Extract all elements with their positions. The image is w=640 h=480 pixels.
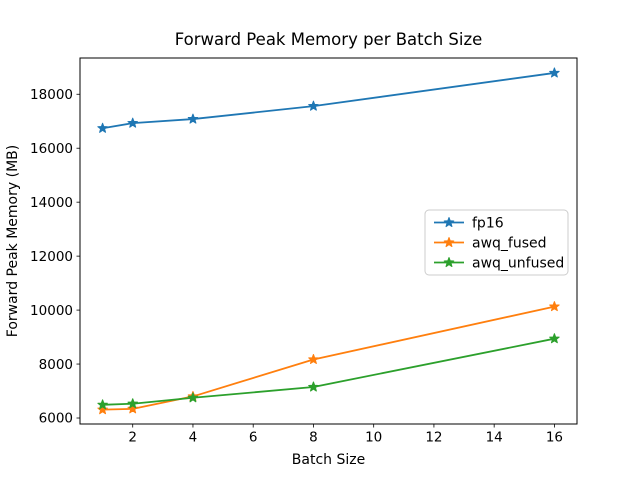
series-line-awq_fused [101, 305, 556, 411]
series-marker-fp16 [187, 113, 199, 124]
series-marker-fp16 [127, 117, 138, 128]
y-tick-label: 14000 [30, 195, 73, 211]
data-series [97, 67, 560, 415]
series-marker-awq_fused [308, 353, 319, 365]
series-line-awq_unfused [101, 337, 556, 406]
series-marker-awq_unfused [308, 381, 319, 392]
series-marker-awq_fused [97, 404, 108, 415]
y-tick-label: 8000 [39, 357, 73, 373]
x-axis-label: Batch Size [292, 452, 365, 468]
axes-frame [79, 57, 578, 425]
x-tick-label: 10 [365, 430, 382, 446]
y-tick-label: 18000 [30, 87, 73, 103]
series-marker-fp16 [549, 67, 560, 78]
series-marker-awq_fused [127, 403, 138, 414]
x-tick-label: 14 [486, 430, 503, 446]
legend-sample-marker-fp16 [443, 217, 455, 228]
legend-box [424, 209, 569, 276]
series-marker-awq_unfused [127, 398, 138, 409]
axis-ticks: 2 4 6 8 10 12 14 16 6000 8000 10000 12000 14000 16000… [30, 87, 563, 446]
legend-label-fp16: fp16 [472, 216, 504, 232]
x-tick-label: 12 [425, 430, 442, 446]
x-tick-label: 2 [128, 430, 137, 446]
y-axis-label: Forward Peak Memory (MB) [5, 145, 21, 337]
legend: fp16 awq_fused awq_unfused [424, 209, 569, 276]
x-tick-label: 6 [249, 430, 258, 446]
y-tick-label: 6000 [39, 411, 73, 427]
series-marker-awq_unfused [187, 392, 199, 403]
y-tick-label: 12000 [30, 249, 73, 265]
series-marker-fp16 [97, 122, 108, 133]
series-marker-awq_unfused [97, 399, 108, 410]
y-tick-label: 16000 [30, 141, 73, 157]
legend-label-awq_unfused: awq_unfused [472, 256, 564, 272]
legend-sample-marker-awq_fused [443, 237, 455, 248]
y-tick-label: 10000 [30, 303, 73, 319]
x-tick-label: 8 [309, 430, 318, 446]
series-marker-awq_unfused [549, 333, 560, 344]
chart-title: Forward Peak Memory per Batch Size [175, 30, 483, 49]
legend-label-awq_fused: awq_fused [472, 236, 547, 252]
x-tick-label: 4 [189, 430, 198, 446]
series-marker-awq_fused [549, 301, 560, 312]
legend-sample-marker-awq_unfused [443, 257, 455, 268]
series-line-fp16 [101, 72, 556, 130]
x-tick-label: 16 [546, 430, 563, 446]
series-marker-fp16 [308, 100, 319, 111]
